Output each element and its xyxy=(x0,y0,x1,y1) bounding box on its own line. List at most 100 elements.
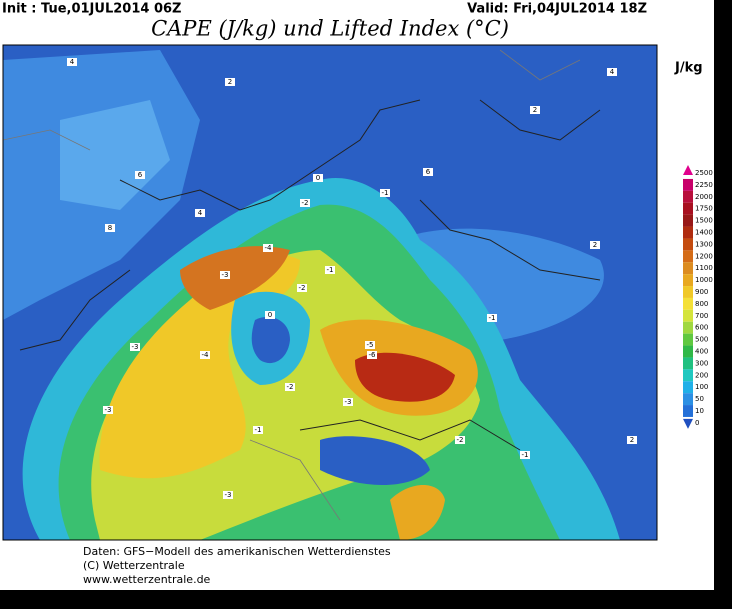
colorbar-swatch xyxy=(683,381,693,394)
colorbar-swatch xyxy=(683,418,693,429)
colorbar-swatch xyxy=(683,369,693,382)
init-time: Init : Tue,01JUL2014 06Z xyxy=(2,2,181,17)
colorbar-label: 1000 xyxy=(695,276,713,284)
label-box xyxy=(607,68,617,76)
lifted-index-label: -3 xyxy=(132,343,139,351)
lifted-index-label: -1 xyxy=(489,314,496,322)
lifted-index-label: 2 xyxy=(533,106,537,114)
label-box xyxy=(220,271,230,279)
colorbar-unit: J/kg xyxy=(674,61,703,76)
lifted-index-label: -6 xyxy=(369,351,377,359)
lifted-index-label: -3 xyxy=(222,271,229,279)
bottom-border xyxy=(0,590,732,609)
lifted-index-label: 2 xyxy=(630,436,634,444)
lifted-index-label: 8 xyxy=(108,224,112,232)
label-box xyxy=(297,284,307,292)
lifted-index-label: -2 xyxy=(457,436,464,444)
colorbar-label: 10 xyxy=(695,407,704,415)
label-box xyxy=(380,189,390,197)
lifted-index-label: -3 xyxy=(225,491,232,499)
footer-url: www.wetterzentrale.de xyxy=(83,573,211,586)
colorbar-swatch xyxy=(683,321,693,334)
lifted-index-label: -2 xyxy=(302,199,309,207)
colorbar-swatch xyxy=(683,190,693,203)
label-box xyxy=(200,351,210,359)
colorbar-swatch xyxy=(683,357,693,370)
label-box xyxy=(223,491,233,499)
colorbar-label: 2250 xyxy=(695,181,713,189)
lifted-index-label: 6 xyxy=(138,171,143,179)
lifted-index-label: -3 xyxy=(345,398,352,406)
label-box xyxy=(225,78,235,86)
colorbar-label: 300 xyxy=(695,359,708,367)
label-box xyxy=(253,426,263,434)
label-box xyxy=(130,343,140,351)
colorbar-swatch xyxy=(683,226,693,239)
colorbar-swatch xyxy=(683,214,693,227)
label-box xyxy=(487,314,497,322)
colorbar-swatch xyxy=(683,345,693,358)
colorbar-label: 800 xyxy=(695,300,708,308)
colorbar-swatch xyxy=(683,178,693,191)
valid-time: Valid: Fri,04JUL2014 18Z xyxy=(467,2,647,17)
colorbar-label: 400 xyxy=(695,348,708,356)
colorbar-label: 1400 xyxy=(695,229,713,237)
lifted-index-label: -3 xyxy=(105,406,112,414)
label-box xyxy=(300,199,310,207)
label-box xyxy=(263,244,273,252)
colorbar-swatch xyxy=(683,262,693,275)
lifted-index-label: -5 xyxy=(367,341,374,349)
colorbar-swatch xyxy=(683,405,693,417)
label-box xyxy=(343,398,353,406)
lifted-index-label: 0 xyxy=(316,174,320,182)
label-box xyxy=(285,383,295,391)
colorbar-label: 50 xyxy=(695,395,704,403)
lifted-index-label: -4 xyxy=(202,351,210,359)
map-frame xyxy=(2,44,658,541)
label-box xyxy=(105,224,115,232)
label-box xyxy=(520,451,530,459)
map-title: CAPE (J/kg) und Lifted Index (°C) xyxy=(151,17,509,41)
lifted-index-label: -1 xyxy=(327,266,334,274)
label-box xyxy=(627,436,637,444)
label-box xyxy=(590,241,600,249)
lifted-index-label: 4 xyxy=(198,209,203,217)
lifted-index-label: -1 xyxy=(382,189,389,197)
label-box xyxy=(265,311,275,319)
label-box xyxy=(325,266,335,274)
label-box xyxy=(423,168,433,176)
lifted-index-label: -1 xyxy=(522,451,529,459)
colorbar-label: 1100 xyxy=(695,264,713,272)
colorbar-label: 900 xyxy=(695,288,708,296)
footer-source: Daten: GFS−Modell des amerikanischen Wet… xyxy=(83,545,391,558)
label-box xyxy=(67,58,77,66)
colorbar-label: 700 xyxy=(695,312,708,320)
colorbar-swatch xyxy=(683,309,693,322)
lifted-index-label: -2 xyxy=(299,284,306,292)
lifted-index-label: 2 xyxy=(228,78,232,86)
colorbar-swatch xyxy=(683,165,693,175)
colorbar-swatch xyxy=(683,393,693,406)
colorbar-swatch xyxy=(683,238,693,251)
colorbar-swatch xyxy=(683,297,693,310)
colorbar-swatch xyxy=(683,202,693,215)
label-box xyxy=(195,209,205,217)
label-box xyxy=(455,436,465,444)
map xyxy=(3,45,657,540)
colorbar-swatch xyxy=(683,250,693,263)
lifted-index-label: 0 xyxy=(268,311,272,319)
colorbar-label: 0 xyxy=(695,419,699,427)
label-box xyxy=(367,351,377,359)
colorbar-label: 1500 xyxy=(695,217,713,225)
colorbar-swatch xyxy=(683,274,693,287)
label-box xyxy=(135,171,145,179)
lifted-index-label: 6 xyxy=(426,168,431,176)
colorbar-label: 1750 xyxy=(695,205,713,213)
colorbar-label: 200 xyxy=(695,371,708,379)
lifted-index-label: -2 xyxy=(287,383,294,391)
lifted-index-label: 4 xyxy=(610,68,615,76)
colorbar-label: 600 xyxy=(695,324,708,332)
lifted-index-label: -1 xyxy=(255,426,262,434)
colorbar-label: 100 xyxy=(695,383,708,391)
